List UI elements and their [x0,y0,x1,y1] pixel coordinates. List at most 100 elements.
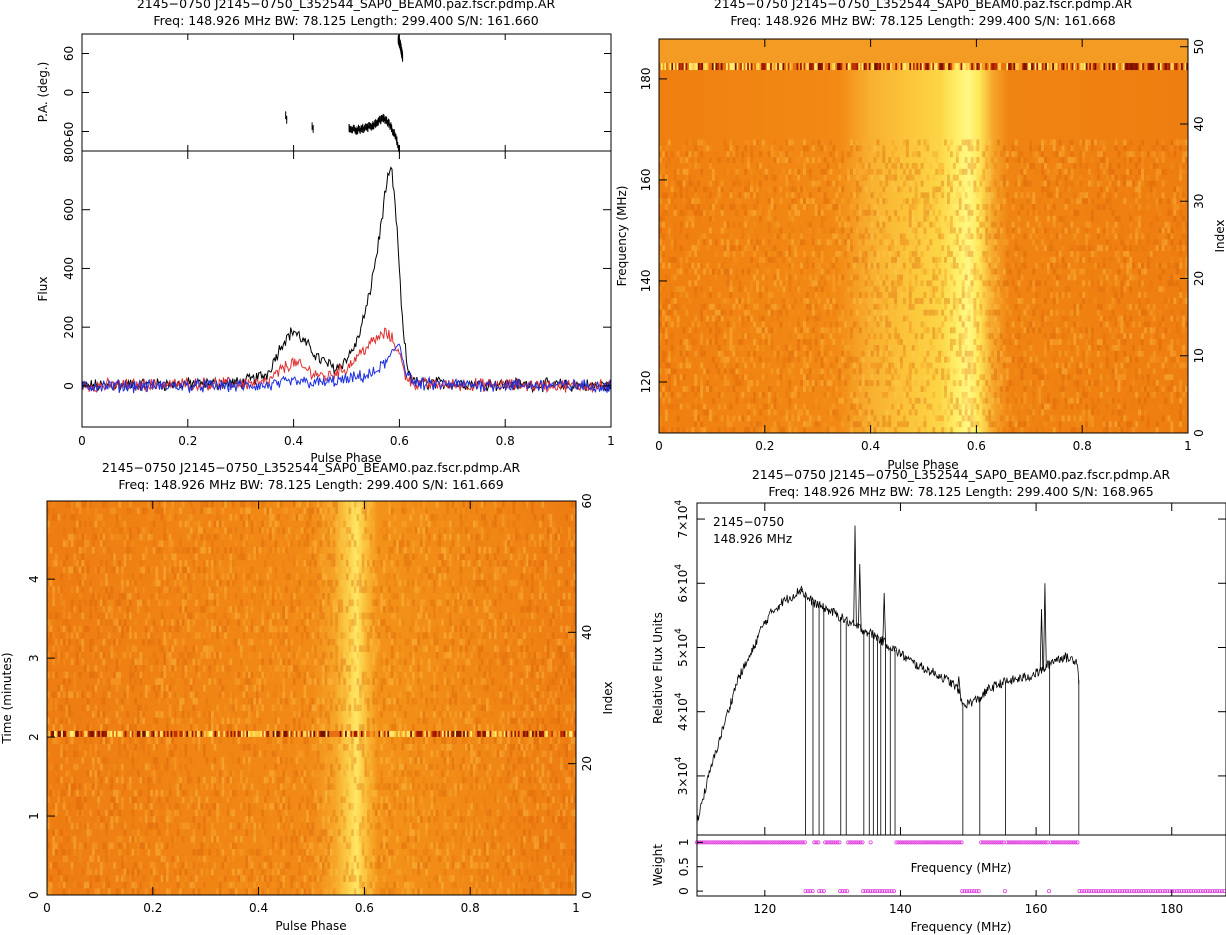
texture-cell [885,262,889,269]
texture-cell [841,356,845,363]
texture-cell [829,297,833,304]
texture-cell [985,397,989,404]
texture-cell [788,139,792,146]
texture-cell [1067,374,1071,381]
stripe-cell [994,63,997,71]
texture-cell [944,391,948,398]
texture-cell [741,333,745,340]
texture-cell [664,409,668,416]
texture-cell [882,174,886,181]
texture-cell [1093,168,1097,175]
texture-cell [832,233,836,240]
stripe-cell [1101,63,1104,71]
texture-cell [832,280,836,287]
stripe-cell [1179,63,1182,71]
texture-cell [1108,168,1112,175]
texture-cell [1143,262,1147,269]
texture-cell [961,139,965,146]
texture-cell [729,344,733,351]
texture-cell [1058,268,1062,275]
texture-cell [973,386,977,392]
texture-cell [1067,198,1071,205]
texture-cell [897,251,900,257]
texture-cell [776,157,780,163]
texture-cell [1146,256,1150,263]
texture-cell [1067,157,1071,163]
texture-cell [356,501,360,508]
texture-cell [858,186,862,193]
texture-cell [99,533,103,541]
texture-cell [290,514,293,521]
texture-cell [1079,151,1083,158]
texture-cell [348,507,352,515]
texture-cell [673,374,677,381]
texture-cell [688,403,692,410]
texture-cell [221,501,225,508]
texture-cell [1108,162,1112,169]
stripe-cell [953,63,956,71]
texture-cell [738,339,742,345]
texture-cell [1043,309,1047,316]
texture-cell [1099,362,1103,369]
texture-cell [908,297,912,304]
texture-cell [929,356,933,363]
texture-cell [976,386,980,392]
texture-cell [929,245,933,252]
texture-cell [899,204,903,210]
texture-cell [1026,356,1030,363]
texture-cell [126,507,129,515]
texture-cell [947,403,950,410]
texture-cell [1120,339,1124,345]
texture-cell [858,221,862,228]
stripe-cell [967,63,970,71]
texture-cell [911,344,915,351]
texture-cell [717,368,721,375]
texture-cell [168,507,172,515]
texture-cell [867,409,871,416]
texture-cell [999,297,1003,304]
texture-cell [908,280,912,287]
texture-cell [1035,239,1039,246]
texture-cell [761,391,765,398]
texture-cell [708,227,712,234]
stripe-cell [1150,63,1154,71]
texture-cell [855,162,859,169]
texture-cell [308,514,312,521]
texture-cell [1020,356,1024,363]
texture-cell [234,527,238,534]
texture-cell [797,391,801,398]
texture-cell [425,507,428,515]
texture-cell [1140,386,1144,392]
texture-cell [1179,333,1183,340]
stripe-cell [1089,63,1092,71]
texture-cell [779,227,783,234]
texture-cell [1170,280,1174,287]
texture-cell [1108,239,1112,246]
texture-cell [823,339,827,345]
texture-cell [961,339,965,345]
stripe-cell [1024,63,1027,71]
texture-cell [841,309,845,316]
texture-cell [902,239,906,246]
texture-cell [679,180,683,187]
texture-cell [744,245,748,252]
texture-cell [803,386,806,392]
texture-cell [1152,391,1156,398]
texture-cell [676,286,680,293]
texture-cell [770,198,774,205]
texture-cell [726,251,730,257]
texture-cell [1185,139,1188,146]
texture-cell [1005,386,1009,392]
texture-cell [988,409,992,416]
texture-cell [817,162,821,169]
texture-cell [920,362,924,369]
texture-cell [932,174,936,181]
texture-cell [920,380,924,387]
texture-cell [826,162,830,169]
stripe-cell [833,63,836,71]
texture-cell [767,268,771,275]
texture-cell [970,256,974,263]
texture-cell [1096,174,1100,181]
texture-cell [773,186,777,193]
texture-cell [829,380,833,387]
